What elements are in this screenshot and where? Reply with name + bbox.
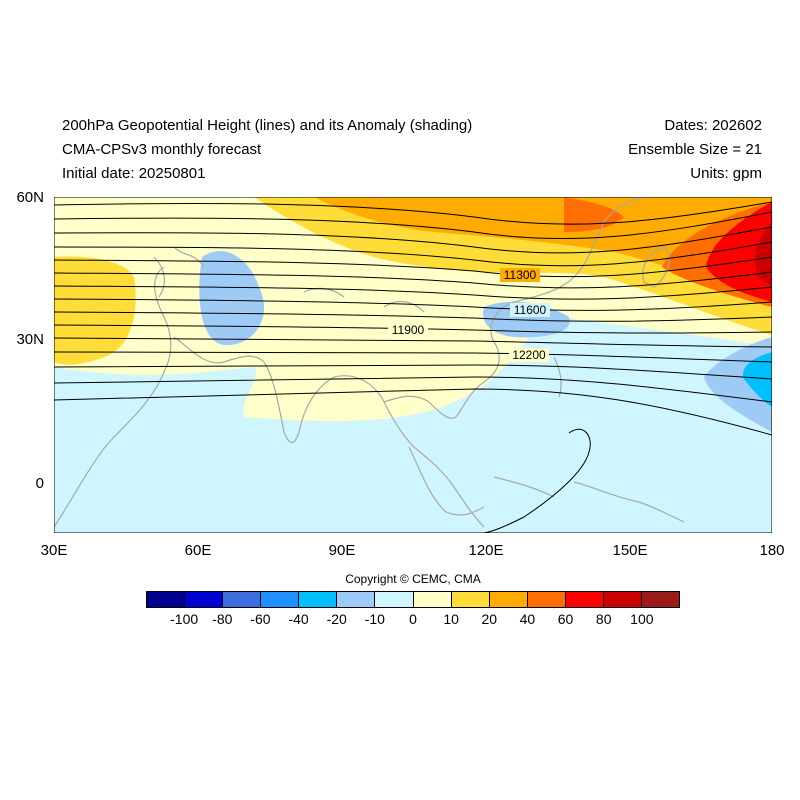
colorbar-swatch [527, 592, 566, 607]
colorbar-label: 100 [630, 611, 654, 627]
colorbar-label: -80 [212, 611, 233, 627]
colorbar-label: 20 [481, 611, 498, 627]
colorbar-swatch [223, 592, 262, 607]
colorbar-swatch [147, 592, 186, 607]
geopotential-map: 11300 11600 11900 12200 [54, 197, 772, 533]
anomaly-region-pos80 [706, 202, 772, 302]
contour-labels: 11300 11600 11900 12200 [388, 268, 550, 362]
colorbar-swatch [489, 592, 528, 607]
caspian-region-outline [153, 246, 205, 298]
x-tick-60e: 60E [184, 542, 212, 559]
colorbar-swatch [413, 592, 452, 607]
contour-label-11600: 11600 [514, 303, 547, 317]
colorbar-label: 10 [443, 611, 459, 627]
map-title: 200hPa Geopotential Height (lines) and i… [62, 117, 473, 134]
ensemble-size-label: Ensemble Size = 21 [628, 141, 762, 158]
colorbar-swatch [299, 592, 338, 607]
height-contours [54, 201, 772, 533]
units-label: Units: gpm [690, 165, 762, 182]
colorbar-swatch [337, 592, 376, 607]
colorbar-swatch [261, 592, 300, 607]
colorbar-label: -100 [170, 611, 199, 627]
east-asia-coast [383, 197, 645, 419]
colorbar-label: -20 [326, 611, 347, 627]
contour-label-11300: 11300 [504, 268, 537, 282]
colorbar-swatch [603, 592, 643, 607]
colorbar-label: -60 [250, 611, 271, 627]
colorbar-label: -10 [364, 611, 385, 627]
africa-arabia-coast [54, 266, 172, 528]
colorbar-swatch [642, 592, 680, 607]
forecast-dates-label: Dates: 202602 [664, 117, 762, 134]
model-subtitle: CMA-CPSv3 monthly forecast [62, 141, 262, 158]
colorbar-label: 40 [519, 611, 536, 627]
colorbar-label: -40 [288, 611, 309, 627]
x-tick-180: 180 [759, 542, 785, 559]
colorbar-swatch [185, 592, 224, 607]
colorbar-swatch [375, 592, 414, 607]
anomaly-region-pos100 [754, 222, 772, 287]
x-tick-150e: 150E [612, 542, 648, 559]
land-outlines [54, 197, 685, 528]
colorbar-label: 80 [595, 611, 612, 627]
south-asia-coast [173, 336, 485, 528]
x-tick-30e: 30E [40, 542, 68, 559]
anomaly-region-neg20 [743, 352, 772, 407]
colorbar-label: 60 [557, 611, 574, 627]
y-tick-60n: 60N [16, 189, 44, 206]
copyright-notice: Copyright © CEMC, CMA [345, 572, 481, 586]
y-tick-30n: 30N [16, 331, 44, 348]
colorbar-label: 0 [409, 611, 417, 627]
y-tick-0: 0 [35, 475, 44, 492]
contour-label-12200: 12200 [512, 348, 546, 362]
colorbar-swatch [565, 592, 604, 607]
x-tick-90e: 90E [328, 542, 356, 559]
colorbar-swatch [451, 592, 490, 607]
anomaly-region-pos40 [314, 197, 772, 307]
initial-date-label: Initial date: 20250801 [62, 165, 206, 182]
anomaly-colorbar [146, 591, 680, 608]
equatorial-contour [483, 428, 591, 533]
contour-label-11900: 11900 [392, 323, 425, 337]
x-tick-120e: 120E [468, 542, 504, 559]
maritime-continent-outline [408, 446, 685, 523]
